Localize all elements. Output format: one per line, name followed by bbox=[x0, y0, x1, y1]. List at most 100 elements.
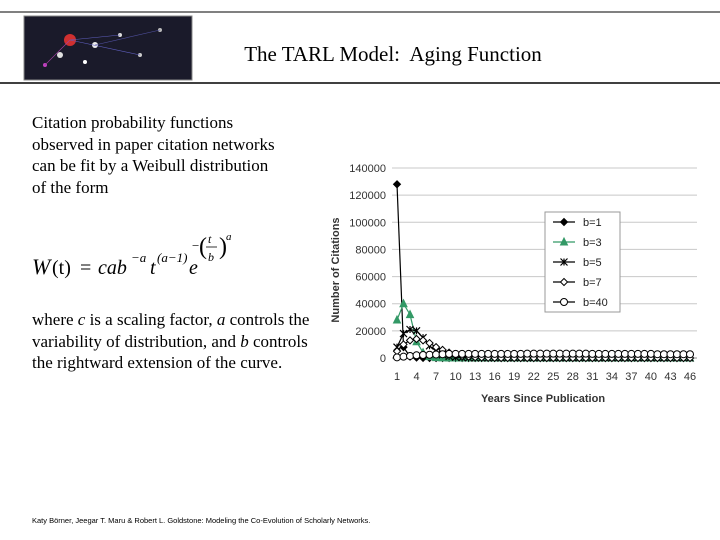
data-point bbox=[523, 349, 532, 358]
data-point bbox=[672, 350, 681, 359]
formula-part: −a bbox=[131, 250, 147, 265]
data-point bbox=[406, 351, 415, 360]
data-point bbox=[425, 338, 434, 348]
data-point bbox=[640, 349, 649, 358]
data-point bbox=[445, 349, 454, 358]
text-run: controls the variability of distribution… bbox=[32, 310, 310, 351]
paragraph: where c is a scaling factor, a controls … bbox=[32, 309, 332, 374]
x-tick-label: 1 bbox=[394, 371, 400, 383]
x-tick-label: 19 bbox=[508, 371, 520, 383]
legend-label: b=7 bbox=[583, 277, 602, 289]
data-point bbox=[392, 180, 402, 189]
data-point bbox=[477, 349, 486, 358]
formula-part: e bbox=[189, 257, 198, 279]
data-point bbox=[412, 334, 421, 344]
formula-part: (t) bbox=[52, 257, 71, 279]
x-tick-label: 40 bbox=[645, 371, 657, 383]
data-point bbox=[393, 353, 401, 362]
legend-label: b=40 bbox=[583, 297, 608, 309]
text-run: c bbox=[77, 310, 86, 329]
data-point bbox=[536, 349, 545, 358]
x-tick-label: 43 bbox=[664, 371, 676, 383]
data-point bbox=[516, 349, 525, 358]
data-point bbox=[418, 336, 428, 345]
data-point bbox=[419, 351, 428, 360]
formula: W (t) = cab −a t (a−1) e − ( t b ) a bbox=[32, 231, 232, 279]
x-tick-label: 34 bbox=[606, 371, 618, 383]
data-point bbox=[490, 349, 499, 358]
text-run: controls the rightward extension of the … bbox=[32, 331, 308, 373]
data-point bbox=[568, 349, 577, 358]
data-point bbox=[399, 329, 408, 338]
data-point bbox=[405, 309, 415, 319]
data-point bbox=[659, 350, 668, 359]
text-run: where bbox=[32, 310, 78, 329]
legend-label: b=3 bbox=[583, 237, 602, 249]
formula-part: (a−1) bbox=[157, 250, 187, 265]
legend-marker bbox=[559, 236, 569, 246]
data-point bbox=[432, 350, 441, 359]
data-point bbox=[406, 325, 414, 334]
data-point bbox=[555, 349, 564, 358]
legend-label: b=5 bbox=[583, 257, 602, 269]
x-tick-label: 46 bbox=[684, 371, 696, 383]
data-point bbox=[399, 340, 408, 349]
x-tick-label: 4 bbox=[413, 371, 419, 383]
legend-marker bbox=[560, 258, 568, 266]
data-point bbox=[542, 349, 551, 358]
formula-part: − bbox=[192, 238, 199, 253]
slide-title: The TARL Model: Aging Function bbox=[244, 42, 542, 66]
data-point bbox=[399, 352, 408, 361]
data-point bbox=[575, 349, 584, 358]
data-point bbox=[458, 349, 467, 358]
formula-part: b bbox=[208, 250, 214, 264]
formula-part: ( bbox=[199, 234, 207, 260]
y-axis-title: Number of Citations bbox=[330, 217, 342, 322]
data-point bbox=[562, 349, 571, 358]
data-point bbox=[653, 350, 662, 359]
data-point bbox=[497, 349, 506, 358]
data-point bbox=[510, 349, 519, 358]
formula-part: a bbox=[226, 231, 232, 243]
y-tick-label: 120000 bbox=[349, 190, 386, 202]
data-point bbox=[666, 350, 675, 359]
text-run: a bbox=[216, 310, 226, 329]
data-point bbox=[679, 350, 688, 359]
paragraph: Citation probability functions observed … bbox=[32, 112, 275, 198]
series bbox=[392, 180, 695, 363]
data-point bbox=[503, 349, 512, 358]
legend-marker bbox=[559, 277, 569, 287]
x-axis-title: Years Since Publication bbox=[481, 393, 605, 405]
data-point bbox=[620, 349, 629, 358]
x-tick-label: 28 bbox=[567, 371, 579, 383]
x-tick-label: 22 bbox=[528, 371, 540, 383]
data-point bbox=[588, 349, 597, 358]
data-point bbox=[484, 349, 493, 358]
data-point bbox=[392, 314, 402, 324]
formula-part: t bbox=[150, 257, 156, 279]
formula-part: = bbox=[80, 257, 91, 279]
header-image bbox=[23, 15, 193, 81]
y-tick-label: 40000 bbox=[355, 299, 386, 311]
data-point bbox=[529, 349, 538, 358]
data-point bbox=[633, 349, 642, 358]
x-tick-label: 7 bbox=[433, 371, 439, 383]
series bbox=[393, 349, 694, 362]
data-point bbox=[405, 336, 415, 345]
x-tick-label: 37 bbox=[625, 371, 637, 383]
formula-part: ) bbox=[219, 234, 227, 260]
text-line: observed in paper citation networks bbox=[32, 134, 275, 154]
series-line bbox=[396, 184, 690, 359]
data-point bbox=[549, 349, 558, 358]
data-point bbox=[627, 349, 636, 358]
data-point bbox=[646, 349, 655, 358]
data-point bbox=[607, 349, 616, 358]
data-point bbox=[614, 349, 623, 358]
text-run: is a scaling factor, bbox=[85, 310, 217, 329]
y-tick-label: 80000 bbox=[355, 244, 386, 256]
formula-part: cab bbox=[98, 257, 127, 279]
data-point bbox=[438, 350, 447, 359]
data-point bbox=[399, 298, 408, 308]
data-point bbox=[412, 351, 421, 360]
